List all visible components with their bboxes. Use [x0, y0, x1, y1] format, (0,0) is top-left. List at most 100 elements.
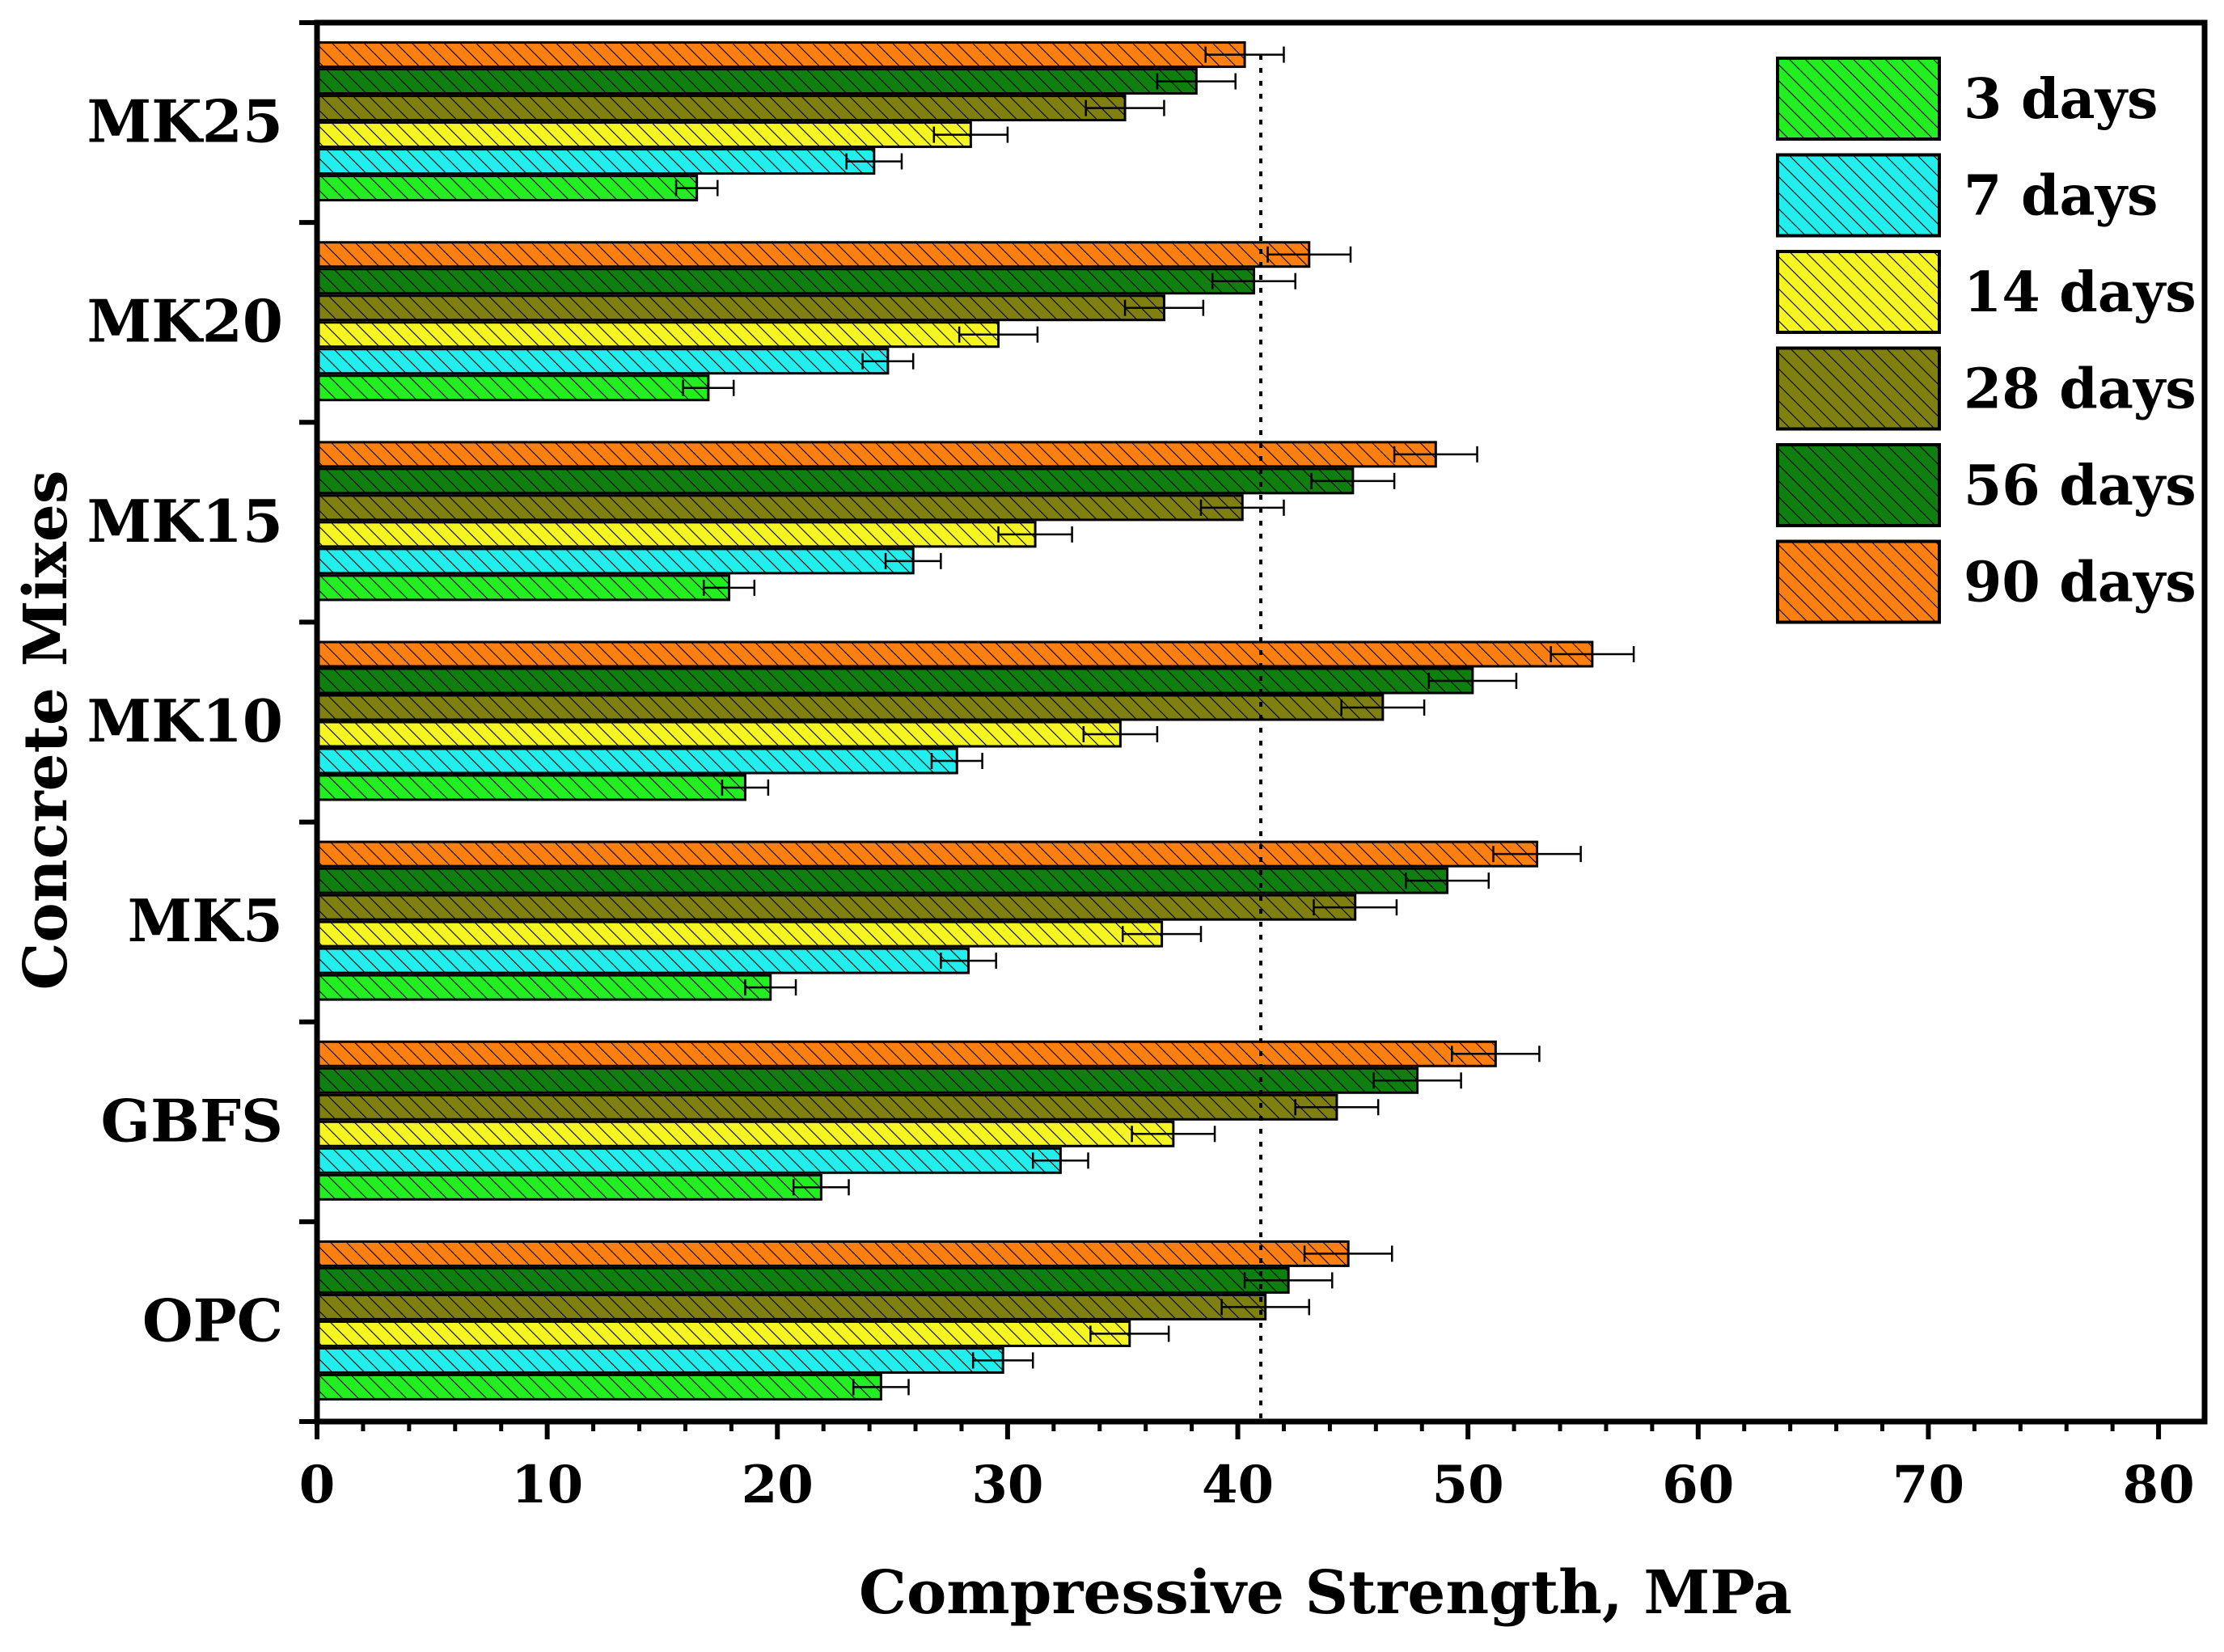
y-category-label: MK20: [87, 287, 283, 356]
bar-MK20-7-days: [315, 348, 915, 375]
y-category-label: MK25: [87, 87, 283, 156]
bar-OPC-28-days: [315, 1293, 1311, 1320]
bar-MK25-28-days: [315, 95, 1165, 122]
bar-hatch: [315, 1346, 1004, 1374]
bar-hatch: [315, 640, 1594, 668]
legend: 3 days 7 days 14 days 28 days 56 days 90 days: [1776, 57, 2197, 624]
bar-GBFS-28-days: [315, 1093, 1380, 1121]
bar-hatch: [315, 68, 1198, 95]
bar-GBFS-90-days: [315, 1040, 1541, 1067]
y-category-label: GBFS: [101, 1086, 283, 1155]
bar-hatch: [315, 1173, 822, 1201]
bar-GBFS-14-days: [315, 1120, 1216, 1147]
legend-swatch-hatch: [1776, 250, 1941, 334]
bar-hatch: [315, 441, 1437, 468]
bar-hatch: [315, 1240, 1350, 1267]
bar-MK20-14-days: [315, 321, 1039, 349]
bar-hatch: [315, 1266, 1290, 1294]
x-tick-label: 80: [2123, 1455, 2195, 1515]
y-axis: OPC GBFS MK5 MK10 MK15 MK20 MK25: [87, 20, 317, 1424]
bar-hatch: [315, 521, 1037, 548]
bar-hatch: [315, 268, 1255, 295]
bar-hatch: [315, 1040, 1497, 1067]
legend-swatch-hatch: [1776, 539, 1941, 624]
bar-OPC-14-days: [315, 1320, 1170, 1347]
bar-MK15-28-days: [315, 494, 1285, 522]
legend-item: 28 days: [1776, 346, 2197, 431]
y-axis-title: Concrete Mixes: [11, 470, 81, 990]
bar-MK15-7-days: [315, 547, 942, 575]
x-tick-label: 0: [299, 1455, 336, 1515]
bar-hatch: [315, 840, 1539, 868]
bar-hatch: [315, 1320, 1131, 1347]
bar-hatch: [315, 374, 710, 402]
bar-hatch: [315, 747, 958, 775]
bar-MK25-3-days: [315, 175, 719, 202]
bar-hatch: [315, 95, 1127, 122]
bar-hatch: [315, 667, 1474, 695]
bar-MK20-90-days: [315, 241, 1352, 268]
bar-hatch: [315, 1147, 1062, 1174]
bar-MK10-14-days: [315, 720, 1159, 748]
bar-hatch: [315, 720, 1122, 748]
legend-item: 7 days: [1776, 153, 2158, 238]
bar-MK25-56-days: [315, 68, 1237, 95]
bar-hatch: [315, 241, 1311, 268]
legend-item: 56 days: [1776, 443, 2197, 527]
bar-GBFS-56-days: [315, 1067, 1462, 1094]
legend-label: 90 days: [1964, 551, 2197, 615]
bar-OPC-56-days: [315, 1266, 1334, 1294]
bar-MK5-14-days: [315, 920, 1203, 948]
bar-hatch: [315, 894, 1357, 921]
legend-swatch-hatch: [1776, 443, 1941, 527]
bar-MK5-7-days: [315, 947, 997, 974]
x-tick-label: 70: [1892, 1455, 1964, 1515]
bar-MK25-90-days: [315, 41, 1285, 69]
bar-GBFS-7-days: [315, 1147, 1089, 1174]
bar-GBFS-3-days: [315, 1173, 850, 1201]
bars-layer: [315, 41, 1635, 1401]
bar-hatch: [315, 1093, 1338, 1121]
bar-hatch: [315, 547, 915, 575]
bar-hatch: [315, 494, 1244, 522]
bar-MK5-90-days: [315, 840, 1582, 868]
x-tick-label: 30: [971, 1455, 1043, 1515]
legend-item: 90 days: [1776, 539, 2197, 624]
bar-hatch: [315, 774, 746, 801]
x-tick-label: 40: [1202, 1455, 1274, 1515]
legend-label: 7 days: [1964, 164, 2158, 229]
bar-hatch: [315, 920, 1164, 948]
bar-MK25-7-days: [315, 148, 903, 175]
bar-hatch: [315, 348, 890, 375]
y-category-label: MK5: [128, 886, 283, 955]
legend-swatch-hatch: [1776, 346, 1941, 431]
legend-item: 3 days: [1776, 57, 2158, 141]
bar-MK5-3-days: [315, 974, 797, 1001]
bar-hatch: [315, 947, 970, 974]
y-category-label: MK10: [87, 687, 283, 755]
bar-MK5-28-days: [315, 894, 1398, 921]
legend-swatch-hatch: [1776, 153, 1941, 238]
bar-MK20-28-days: [315, 294, 1205, 322]
bar-MK10-28-days: [315, 694, 1426, 721]
bar-hatch: [315, 694, 1385, 721]
bar-OPC-90-days: [315, 1240, 1393, 1267]
bar-hatch: [315, 574, 730, 602]
bar-hatch: [315, 467, 1355, 495]
bar-MK10-56-days: [315, 667, 1518, 695]
x-axis-title: Compressive Strength, MPa: [859, 1558, 1792, 1628]
legend-label: 3 days: [1964, 67, 2158, 132]
bar-MK15-14-days: [315, 521, 1073, 548]
bar-MK15-56-days: [315, 467, 1396, 495]
bar-MK25-14-days: [315, 121, 1009, 149]
bar-hatch: [315, 41, 1246, 69]
legend-label: 56 days: [1964, 454, 2197, 518]
bar-MK15-3-days: [315, 574, 756, 602]
legend-label: 14 days: [1964, 260, 2197, 325]
x-tick-label: 20: [742, 1455, 814, 1515]
bar-MK10-7-days: [315, 747, 983, 775]
bar-hatch: [315, 1120, 1175, 1147]
bar-hatch: [315, 148, 876, 175]
bar-MK20-56-days: [315, 268, 1296, 295]
